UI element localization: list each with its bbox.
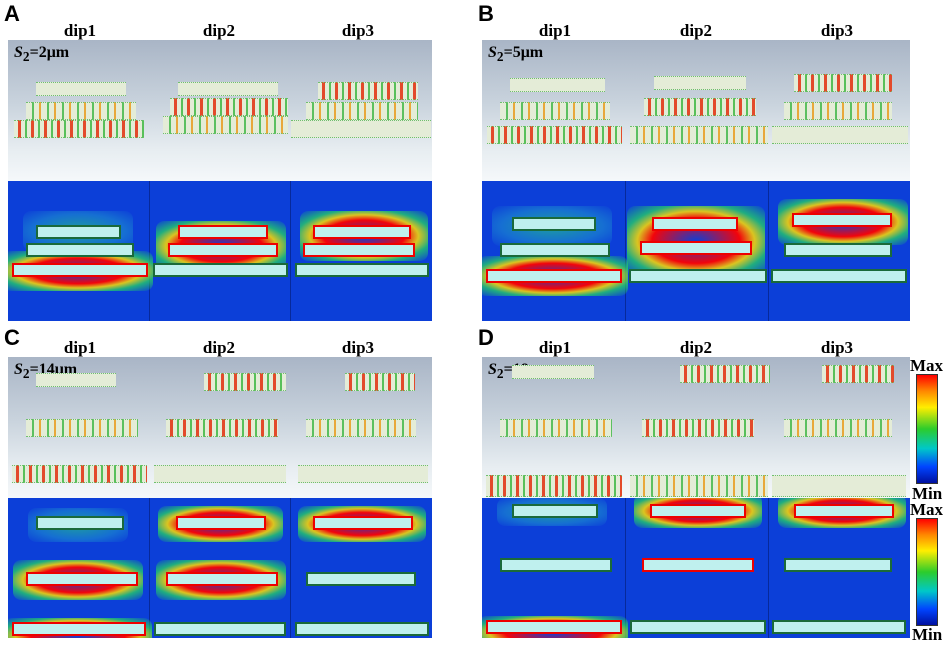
field-panel-d (482, 498, 910, 638)
dip2-label-b: dip2 (679, 21, 713, 40)
dip1-label-b: dip1 (538, 21, 572, 40)
panel-label-a: A (4, 1, 20, 26)
dip1-label-d: dip1 (538, 338, 572, 357)
current-panel-c: S2=14μm (8, 357, 432, 498)
panel-label-c: C (4, 325, 20, 350)
dip2-label-c: dip2 (202, 338, 236, 357)
dip3-label-a: dip3 (341, 21, 375, 40)
current-panel-b: S2=5μm (482, 40, 910, 181)
dip3-label-b: dip3 (820, 21, 854, 40)
dip3-label-c: dip3 (341, 338, 375, 357)
colorbar-top-min: Min (912, 484, 943, 503)
dip2-label-a: dip2 (202, 21, 236, 40)
current-panel-a: S2=2μm (8, 40, 432, 181)
dip1-label-c: dip1 (63, 338, 97, 357)
colorbar-bottom-max: Max (910, 500, 944, 519)
dip3-label-d: dip3 (820, 338, 854, 357)
panel-label-b: B (478, 1, 494, 26)
s2-value-b: S2=5μm (488, 44, 544, 65)
field-panel-c (8, 498, 432, 638)
panel-label-d: D (478, 325, 494, 350)
dip2-label-d: dip2 (679, 338, 713, 357)
colorbar-top (916, 374, 938, 484)
colorbar-top-max: Max (910, 356, 944, 375)
dip1-label-a: dip1 (63, 21, 97, 40)
field-panel-b (482, 181, 910, 321)
current-panel-d: S2=18μm (482, 357, 910, 498)
colorbar-bottom (916, 518, 938, 626)
colorbar-bottom-min: Min (912, 625, 943, 644)
s2-value-a: S2=2μm (14, 44, 70, 65)
field-panel-a (8, 181, 432, 321)
